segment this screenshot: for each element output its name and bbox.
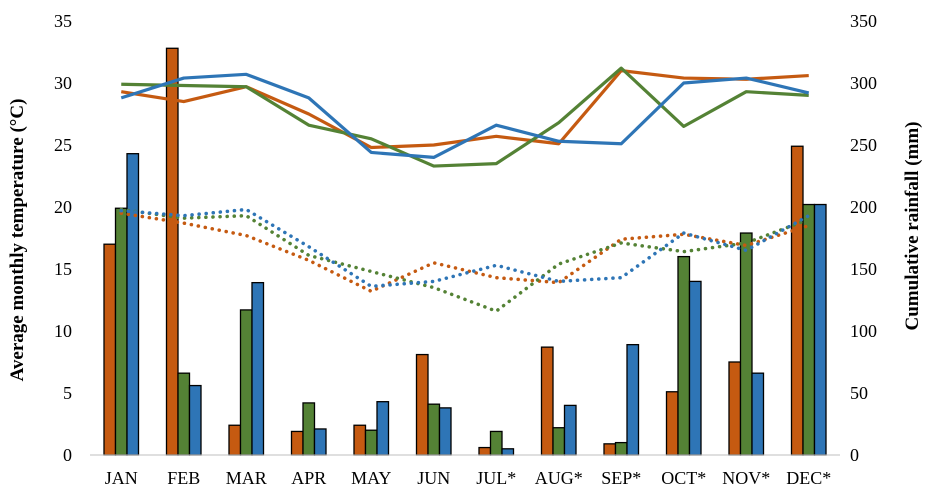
right-tick-label: 150 — [850, 259, 877, 279]
rainfall-bar — [790, 145, 804, 456]
left-axis-title: Average monthly temperature (°C) — [7, 99, 28, 382]
min-temperature-line — [119, 211, 811, 294]
right-axis-ticks: 0 50 100 150 200 250 300 350 — [850, 11, 877, 465]
left-tick-label: 5 — [63, 383, 72, 403]
rainfall-bar — [688, 280, 702, 456]
right-tick-label: 50 — [850, 383, 868, 403]
left-tick-label: 10 — [54, 321, 72, 341]
rainfall-bar — [540, 346, 554, 456]
left-tick-label: 25 — [54, 135, 72, 155]
x-tick-label: AUG* — [535, 468, 583, 488]
right-tick-label: 200 — [850, 197, 877, 217]
right-tick-label: 350 — [850, 11, 877, 31]
left-tick-label: 0 — [63, 445, 72, 465]
x-tick-label: DEC* — [786, 468, 831, 488]
rainfall-bar — [126, 153, 140, 456]
temperature-lines — [119, 66, 811, 313]
rainfall-bar — [290, 430, 304, 456]
rainfall-bar — [165, 47, 179, 456]
right-axis-title: Cumulative rainfall (mm) — [902, 122, 923, 331]
x-tick-label: MAY — [351, 468, 391, 488]
rainfall-bar — [228, 424, 242, 456]
rainfall-bar — [489, 430, 503, 456]
rainfall-bar — [552, 427, 566, 456]
x-tick-label: SEP* — [601, 468, 641, 488]
rainfall-bar — [364, 429, 378, 456]
rainfall-bar — [114, 207, 128, 456]
rainfall-bar — [501, 448, 515, 456]
rainfall-bar — [802, 203, 816, 456]
right-tick-label: 300 — [850, 73, 877, 93]
rainfall-bar — [563, 404, 577, 456]
right-tick-label: 250 — [850, 135, 877, 155]
max-temperature-line — [120, 72, 810, 159]
min-temperature-line — [119, 207, 811, 313]
rainfall-bar — [302, 402, 316, 456]
rainfall-bar — [177, 372, 191, 456]
x-tick-label: NOV* — [722, 468, 770, 488]
left-tick-label: 15 — [54, 259, 72, 279]
rainfall-bar — [239, 309, 253, 456]
rainfall-bar — [438, 407, 452, 456]
rainfall-bar — [251, 281, 265, 456]
rainfall-bar — [478, 446, 492, 456]
left-tick-label: 20 — [54, 197, 72, 217]
rainfall-bar — [728, 361, 742, 456]
rainfall-bar — [376, 401, 390, 456]
left-tick-label: 30 — [54, 73, 72, 93]
x-axis-ticks: JAN FEB MAR APR MAY JUN JUL* AUG* SEP* OCT* NOV* DE… — [105, 468, 832, 488]
right-tick-label: 0 — [850, 445, 859, 465]
rainfall-bar — [603, 443, 617, 456]
rainfall-bar — [313, 428, 327, 456]
right-tick-label: 100 — [850, 321, 877, 341]
rainfall-bar — [103, 243, 117, 456]
rainfall-bar — [415, 353, 429, 456]
rainfall-bar — [751, 372, 765, 456]
max-temperature-line — [121, 66, 809, 168]
rainfall-bar — [427, 403, 441, 456]
x-tick-label: JUN — [417, 468, 450, 488]
rainfall-bar — [353, 424, 367, 456]
rainfall-bar — [813, 203, 827, 456]
x-tick-label: APR — [291, 468, 326, 488]
left-tick-label: 35 — [54, 11, 72, 31]
min-temperature-line — [119, 207, 811, 289]
rainfall-bar — [677, 255, 691, 456]
rainfall-bars — [103, 47, 827, 456]
rainfall-bar — [665, 391, 679, 456]
rainfall-bar — [188, 384, 202, 456]
left-axis-ticks: 0 5 10 15 20 25 30 35 — [54, 11, 72, 465]
rainfall-bar — [614, 441, 628, 456]
x-tick-label: FEB — [167, 468, 200, 488]
rainfall-bar — [739, 232, 753, 456]
rainfall-bar — [626, 343, 640, 456]
x-tick-label: JUL* — [476, 468, 516, 488]
x-tick-label: JAN — [105, 468, 138, 488]
x-tick-label: MAR — [226, 468, 267, 488]
x-tick-label: OCT* — [661, 468, 706, 488]
